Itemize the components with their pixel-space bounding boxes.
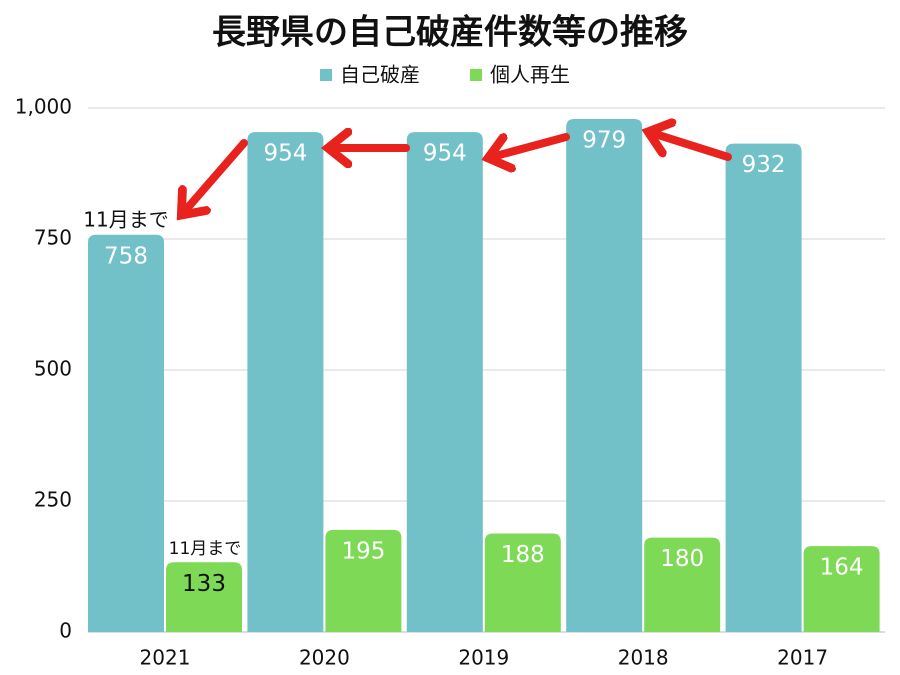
arrow [652,133,732,161]
y-tick-label: 1,000 [15,95,72,119]
legend-label: 自己破産 [340,63,420,87]
arrows [184,133,732,212]
value-label: 954 [423,141,467,167]
annotation: 11月まで [83,208,168,232]
legend-swatch [470,69,482,81]
annotation: 11月まで [169,539,242,559]
value-label: 180 [660,546,704,572]
bar [406,132,483,632]
value-label: 195 [341,538,385,564]
x-tick-label: 2018 [618,646,669,670]
chart-title: 長野県の自己破産件数等の推移 [212,13,688,53]
value-label: 188 [501,542,545,568]
legend-label: 個人再生 [490,63,570,87]
y-tick-label: 0 [59,619,72,643]
x-tick-label: 2017 [777,646,828,670]
bar [88,234,164,633]
arrow [492,137,570,157]
bar [247,132,324,632]
x-tick-label: 2020 [299,646,350,670]
value-label: 164 [820,555,864,581]
legend-swatch [320,69,332,81]
x-tick-label: 2021 [140,646,191,670]
value-label: 758 [104,243,148,269]
bar [566,119,643,632]
bar [725,143,802,632]
x-tick-label: 2019 [458,646,509,670]
y-tick-label: 500 [34,357,72,381]
bar [644,537,721,632]
y-tick-label: 750 [34,226,72,250]
bar [166,562,242,632]
y-tick-label: 250 [34,488,72,512]
value-label: 954 [263,141,307,167]
bar [325,529,402,632]
bar [484,533,561,632]
value-label: 932 [742,152,786,178]
plot: 0 250 500 750 1,000 自己破産 個人再生 2021 758 133 2020 954… [15,63,885,670]
value-label: 133 [182,571,226,597]
value-label: 979 [582,128,626,154]
bar [803,546,880,632]
arrow [184,139,248,212]
